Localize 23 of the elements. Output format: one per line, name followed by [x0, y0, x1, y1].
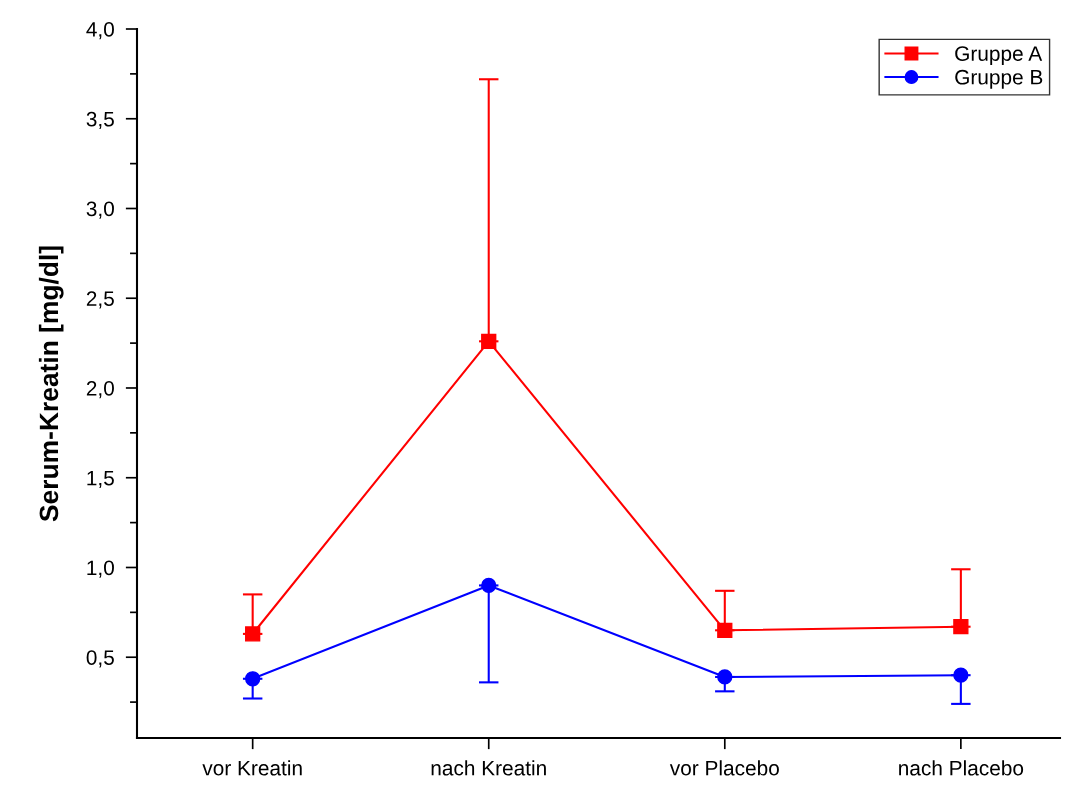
- point: [717, 669, 733, 685]
- x-tick-label: vor Kreatin: [202, 760, 302, 776]
- y-axis-title: Serum-Kreatin [mg/dl]: [38, 246, 64, 522]
- legend-label: Gruppe A: [955, 46, 1043, 66]
- y-tick-label: 4,0: [86, 22, 114, 40]
- y-tick-label: 1,0: [87, 560, 114, 578]
- x-tick-label: nach Kreatin: [431, 760, 546, 776]
- point: [481, 577, 497, 594]
- point: [245, 626, 261, 642]
- x-tick-label: nach Placebo: [899, 760, 1024, 776]
- x-tick-label: vor Placebo: [669, 760, 779, 776]
- point: [953, 667, 969, 683]
- y-tick-label: 2,0: [86, 380, 114, 399]
- y-tick-label: 2,5: [86, 291, 114, 309]
- y-tick-label: 1,5: [87, 470, 114, 488]
- point: [953, 619, 969, 635]
- point: [481, 333, 497, 349]
- y-tick-label: 3,0: [86, 201, 114, 219]
- y-tick-label: 0,5: [86, 650, 114, 668]
- y-tick-label: 3,5: [86, 111, 114, 129]
- point: [245, 671, 261, 687]
- legend-label: Gruppe B: [955, 69, 1043, 89]
- point: [717, 622, 733, 638]
